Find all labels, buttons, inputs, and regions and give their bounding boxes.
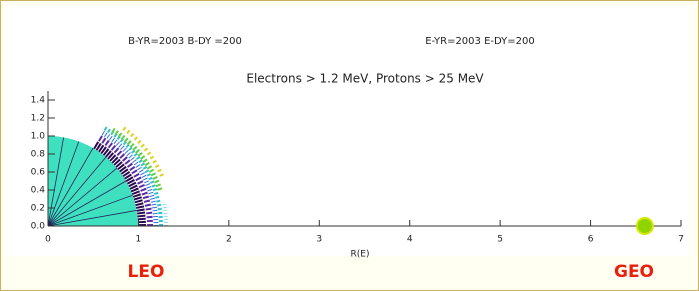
y-tick-label: 0.2 bbox=[31, 204, 45, 214]
y-tick-label: 0.0 bbox=[31, 222, 46, 232]
geo-label: GEO bbox=[614, 262, 654, 282]
x-tick-label: 2 bbox=[226, 235, 232, 245]
y-tick-label: 0.4 bbox=[31, 186, 46, 196]
y-tick-label: 1.4 bbox=[31, 96, 46, 106]
leo-label: LEO bbox=[128, 262, 165, 282]
end-annotation: E-YR=2003 E-DY=200 bbox=[425, 36, 534, 47]
chart: B-YR=2003 B-DY =200 E-YR=2003 E-DY=200 E… bbox=[0, 0, 699, 291]
y-tick-label: 1.0 bbox=[31, 132, 46, 142]
x-tick-label: 0 bbox=[45, 235, 51, 245]
x-tick-label: 6 bbox=[588, 235, 594, 245]
page: {"chart_data": {"type": "scatter", "titl… bbox=[0, 0, 699, 291]
x-tick-label: 1 bbox=[136, 235, 142, 245]
x-tick-label: 5 bbox=[497, 235, 503, 245]
chart-title: Electrons > 1.2 MeV, Protons > 25 MeV bbox=[246, 72, 484, 86]
y-tick-label: 1.2 bbox=[31, 114, 45, 124]
x-tick-label: 7 bbox=[678, 235, 684, 245]
y-tick-label: 0.8 bbox=[31, 150, 46, 160]
geo-point bbox=[637, 218, 653, 234]
x-tick-label: 4 bbox=[407, 235, 413, 245]
x-tick-label: 3 bbox=[316, 235, 322, 245]
y-tick-label: 0.6 bbox=[31, 168, 46, 178]
x-axis-label: R(E) bbox=[351, 250, 370, 260]
begin-annotation: B-YR=2003 B-DY =200 bbox=[128, 36, 242, 47]
